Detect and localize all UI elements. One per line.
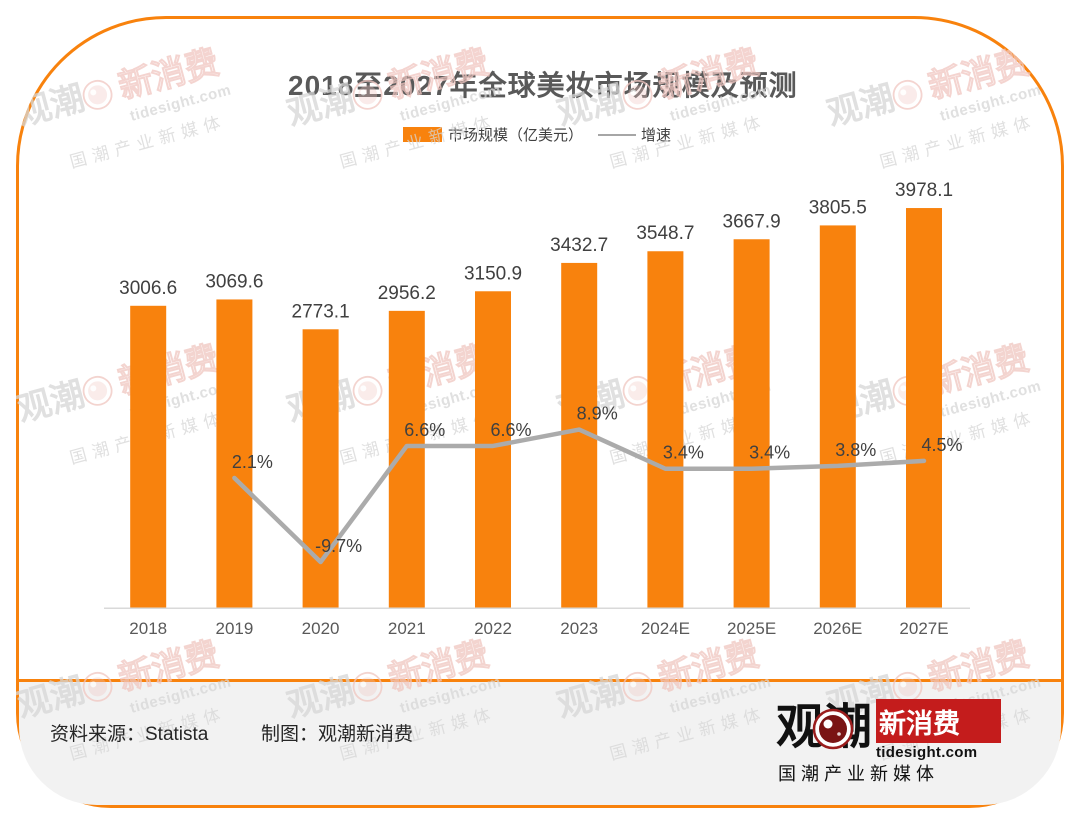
svg-text:3.4%: 3.4% (663, 443, 704, 463)
svg-text:2023: 2023 (560, 619, 598, 638)
svg-text:2018: 2018 (129, 619, 167, 638)
svg-text:3978.1: 3978.1 (895, 180, 953, 201)
svg-text:3.4%: 3.4% (749, 443, 790, 463)
svg-text:3432.7: 3432.7 (550, 235, 608, 256)
svg-text:2019: 2019 (215, 619, 253, 638)
svg-text:3548.7: 3548.7 (636, 223, 694, 244)
svg-text:3.8%: 3.8% (835, 440, 876, 460)
svg-text:4.5%: 4.5% (921, 435, 962, 455)
svg-text:3069.6: 3069.6 (205, 271, 263, 292)
svg-text:2027E: 2027E (899, 619, 948, 638)
svg-text:6.6%: 6.6% (404, 420, 445, 440)
svg-text:3805.5: 3805.5 (809, 197, 867, 218)
svg-text:2024E: 2024E (641, 619, 690, 638)
svg-text:8.9%: 8.9% (577, 404, 618, 424)
svg-text:3006.6: 3006.6 (119, 278, 177, 299)
svg-text:2025E: 2025E (727, 619, 776, 638)
svg-text:2020: 2020 (302, 619, 340, 638)
svg-text:2026E: 2026E (813, 619, 862, 638)
svg-text:3667.9: 3667.9 (723, 211, 781, 232)
svg-text:-9.7%: -9.7% (315, 536, 362, 556)
svg-text:2956.2: 2956.2 (378, 283, 436, 304)
svg-text:2021: 2021 (388, 619, 426, 638)
svg-text:2773.1: 2773.1 (292, 301, 350, 322)
svg-text:6.6%: 6.6% (490, 420, 531, 440)
svg-text:2022: 2022 (474, 619, 512, 638)
svg-text:3150.9: 3150.9 (464, 263, 522, 284)
svg-text:2.1%: 2.1% (232, 452, 273, 472)
